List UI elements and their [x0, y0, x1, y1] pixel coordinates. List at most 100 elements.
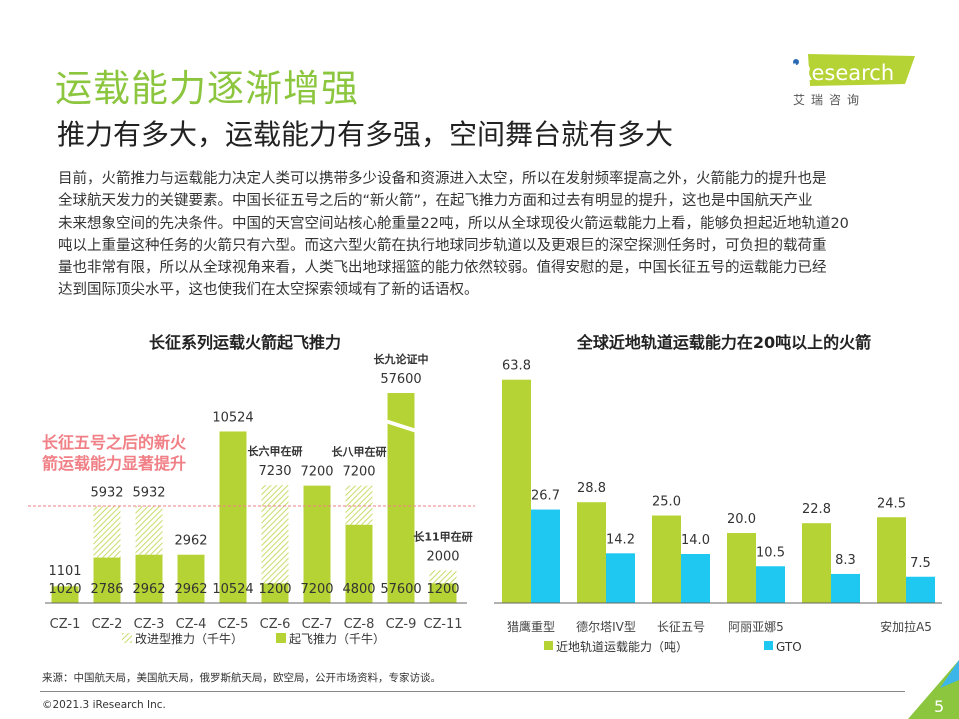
leo-bar	[727, 533, 756, 603]
thrust-bar	[219, 431, 247, 603]
category-label: CZ-6	[260, 617, 291, 632]
chart-title: 全球近地轨道运载能力在20吨以上的火箭	[576, 333, 871, 352]
thrust-value-label: 2786	[90, 582, 123, 597]
improved-thrust-bar	[429, 570, 457, 584]
annotation-label: 长11甲在研	[413, 529, 472, 543]
category-label: 阿丽亚娜5	[728, 620, 784, 634]
category-label: CZ-7	[302, 617, 333, 632]
leo-bar	[652, 515, 681, 603]
thrust-value-label: 1200	[258, 582, 291, 597]
paragraph-line: 量也非常有限，所以从全球视角来看，人类飞出地球摇篮的能力依然较弱。值得安慰的是，…	[58, 260, 827, 277]
improved-value-label: 7200	[300, 465, 333, 480]
intro-paragraph: 目前，火箭推力与运载能力决定人类可以携带多少设备和资源进入太空，所以在发射频率提…	[58, 168, 849, 302]
callout-text: 长征五号之后的新火	[42, 433, 187, 452]
page-title: 运载能力逐渐增强	[55, 67, 359, 110]
thrust-bar	[177, 554, 205, 603]
leo-bar	[502, 379, 531, 603]
chart-leo-capacity: 全球近地轨道运载能力在20吨以上的火箭 63.8 26.7 猎鹰重型 28.8 14.2 德…	[494, 333, 942, 654]
source-note: 来源：中国航天局，美国航天局，俄罗斯航天局，欧空局，公开市场资料，专家访谈。	[42, 672, 441, 684]
leo-value-label: 25.0	[652, 495, 681, 510]
category-label: 德尔塔IV型	[576, 619, 636, 634]
page-number: 5	[934, 697, 944, 716]
category-label: CZ-9	[386, 617, 417, 632]
improved-value-label: 2000	[426, 549, 459, 564]
gto-bar	[681, 554, 710, 603]
chart-title: 长征系列运载火箭起飞推力	[149, 333, 341, 352]
thrust-value-label: 1020	[48, 582, 81, 597]
leo-bar	[802, 523, 831, 603]
gto-bar	[906, 576, 935, 603]
paragraph-line: 吨以上重量这种任务的火箭只有六型。而这六型火箭在执行地球同步轨道以及更艰巨的深空…	[58, 237, 827, 254]
category-label: CZ-11	[424, 617, 463, 632]
thrust-value-label: 57600	[380, 582, 421, 597]
thrust-bar	[135, 554, 163, 603]
paragraph-line: 全球航天发力的关键要素。中国长征五号之后的“新火箭”，在起飞推力方面和过去有明显…	[58, 193, 813, 210]
gto-value-label: 7.5	[910, 556, 931, 571]
gto-value-label: 14.0	[681, 533, 710, 548]
gto-value-label: 14.2	[606, 532, 635, 547]
leo-value-label: 22.8	[802, 502, 831, 517]
improved-value-label: 1101	[48, 564, 81, 579]
category-label: 长征五号	[657, 620, 705, 634]
category-label: 猎鹰重型	[507, 619, 555, 634]
category-label: CZ-5	[218, 617, 249, 632]
category-label: CZ-1	[50, 617, 81, 632]
legend-improved: 改进型推力（千牛）	[135, 631, 243, 646]
improved-value-label: 7230	[258, 464, 291, 479]
improved-thrust-bar	[345, 485, 373, 525]
iresearch-logo: iResearch 艾瑞咨询	[792, 54, 915, 107]
footer-divider	[40, 691, 905, 692]
improved-thrust-bar	[51, 585, 79, 587]
callout-text: 箭运载能力显著提升	[42, 454, 186, 473]
thrust-value-label: 7200	[300, 582, 333, 597]
gto-bar	[756, 566, 785, 603]
thrust-value-label: 2962	[174, 582, 207, 597]
improved-thrust-bar	[135, 506, 163, 555]
legend-swatch-improved	[122, 633, 132, 643]
gto-bar	[531, 509, 560, 603]
annotation-label: 长六甲在研	[248, 444, 303, 458]
legend-swatch-thrust	[276, 633, 286, 643]
thrust-bar	[261, 583, 289, 603]
improved-value-label: 57600	[380, 372, 421, 387]
leo-value-label: 24.5	[877, 496, 906, 511]
gto-bar	[831, 573, 860, 603]
category-label: CZ-3	[134, 617, 165, 632]
leo-bar	[577, 502, 606, 603]
copyright: ©2021.3 iResearch Inc.	[42, 699, 166, 711]
thrust-value-label: 1200	[426, 582, 459, 597]
annotation-label: 长八甲在研	[332, 445, 387, 459]
gto-value-label: 26.7	[531, 489, 560, 504]
improved-thrust-bar	[261, 485, 289, 584]
thrust-bar	[303, 485, 331, 603]
improved-thrust-bar	[93, 506, 121, 558]
leo-value-label: 20.0	[727, 512, 756, 527]
annotation-label: 长九论证中	[374, 352, 429, 366]
gto-value-label: 10.5	[756, 545, 785, 560]
svg-text:iResearch: iResearch	[792, 61, 894, 85]
legend-gto: GTO	[776, 640, 802, 654]
paragraph-line: 目前，火箭推力与运载能力决定人类可以携带多少设备和资源进入太空，所以在发射频率提…	[58, 171, 827, 187]
category-label: CZ-2	[92, 617, 123, 632]
leo-value-label: 63.8	[502, 359, 531, 374]
thrust-value-label: 10524	[212, 582, 253, 597]
svg-text:艾瑞咨询: 艾瑞咨询	[793, 92, 865, 107]
thrust-bar	[51, 586, 79, 603]
category-label: CZ-8	[344, 617, 375, 632]
legend-swatch-leo	[544, 641, 553, 650]
thrust-value-label: 2962	[132, 582, 165, 597]
legend-swatch-gto	[764, 641, 773, 650]
axis-break-mark	[385, 419, 417, 433]
chart-cz-thrust: 长征系列运载火箭起飞推力 1101 1020 CZ-1 5932 2786 CZ-2 5932…	[28, 333, 475, 646]
gto-bar	[606, 553, 635, 603]
category-label: CZ-4	[176, 617, 207, 632]
improved-value-label: 10524	[212, 410, 253, 425]
leo-bar	[877, 517, 906, 603]
page-subtitle: 推力有多大，运载能力有多强，空间舞台就有多大	[57, 118, 674, 151]
thrust-value-label: 4800	[342, 582, 375, 597]
category-label: 安加拉A5	[880, 619, 932, 634]
legend-leo: 近地轨道运载能力（吨）	[556, 640, 688, 654]
improved-value-label: 5932	[132, 485, 165, 500]
thrust-bar	[93, 557, 121, 603]
improved-value-label: 7200	[342, 465, 375, 480]
